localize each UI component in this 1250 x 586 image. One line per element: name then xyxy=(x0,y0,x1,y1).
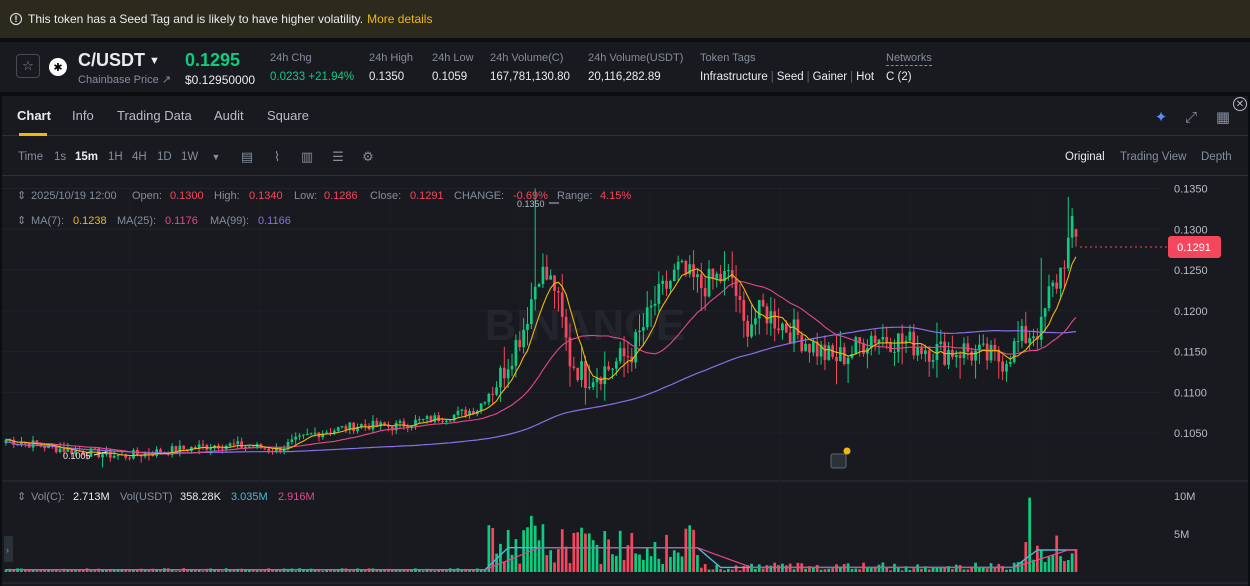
tag-gainer[interactable]: Gainer xyxy=(812,71,848,83)
tab-chart[interactable]: Chart xyxy=(17,108,51,123)
token-tags: Token Tags Infrastructure | Seed | Gainer | Ho… xyxy=(700,52,875,83)
view-original[interactable]: Original xyxy=(1065,151,1105,163)
tab-trading-data[interactable]: Trading Data xyxy=(117,108,192,123)
coin-sublabel[interactable]: Chainbase Price ↗ xyxy=(78,74,171,86)
ticker-header: ☆ ✱ C/USDT ▼ Chainbase Price ↗ 0.1295 $0.… xyxy=(0,42,1250,92)
interval-1w[interactable]: 1W xyxy=(181,151,199,163)
chart-settings-list-icon[interactable]: ☰ xyxy=(332,149,344,164)
layout-grid-icon[interactable]: ▦ xyxy=(1215,109,1231,126)
tag-seed[interactable]: Seed xyxy=(776,71,804,83)
chart-tabs: Chart Info Trading Data Audit Square ✦ ⤢… xyxy=(2,96,1248,136)
stat-24h-volume-usdt: 24h Volume(USDT) 20,116,282.89 xyxy=(588,52,684,83)
time-label[interactable]: Time xyxy=(18,151,44,163)
pair-selector[interactable]: C/USDT ▼ xyxy=(78,50,160,71)
coin-logo: ✱ xyxy=(49,58,67,76)
info-icon: ! xyxy=(10,13,22,25)
tab-info[interactable]: Info xyxy=(72,108,94,123)
view-trading-view[interactable]: Trading View xyxy=(1120,151,1187,163)
caret-down-icon: ▼ xyxy=(149,55,160,68)
interval-4h[interactable]: 4H xyxy=(132,151,147,163)
last-price: 0.1295 xyxy=(185,50,241,70)
volatility-banner: ! This token has a Seed Tag and is likel… xyxy=(0,0,1250,38)
candle-type-icon[interactable]: ▥ xyxy=(300,149,314,164)
interval-1d[interactable]: 1D xyxy=(157,151,172,163)
last-price-usd: $0.12950000 xyxy=(185,73,256,87)
calendar-icon[interactable]: ▤ xyxy=(240,149,254,164)
active-tab-indicator xyxy=(19,133,47,136)
more-details-link[interactable]: More details xyxy=(367,12,433,26)
interval-1s[interactable]: 1s xyxy=(54,151,67,163)
stat-24h-low: 24h Low 0.1059 xyxy=(432,52,474,83)
tab-audit[interactable]: Audit xyxy=(214,108,244,123)
tag-infrastructure[interactable]: Infrastructure xyxy=(700,71,768,83)
chart-panel: Chart Info Trading Data Audit Square ✦ ⤢… xyxy=(2,96,1248,586)
stat-24h-change: 24h Chg 0.0233 +21.94% xyxy=(270,52,355,83)
networks[interactable]: Networks C (2) xyxy=(886,52,932,83)
chart-toolbar: Time 1s 15m 1H 4H 1D 1W ▼ ▤ ⌇ ▥ ☰ ⚙ Orig… xyxy=(2,138,1248,176)
favorite-star-icon[interactable]: ☆ xyxy=(16,54,40,78)
expand-icon[interactable]: ⤢ xyxy=(1184,108,1197,126)
ai-sparkle-icon[interactable]: ✦ xyxy=(1154,109,1168,126)
indicator-icon[interactable]: ⌇ xyxy=(273,149,281,164)
stat-24h-high: 24h High 0.1350 xyxy=(369,52,414,83)
interval-15m[interactable]: 15m xyxy=(75,151,99,163)
interval-dropdown-icon[interactable]: ▼ xyxy=(211,152,221,162)
pair-name: C/USDT xyxy=(78,50,145,70)
interval-1h[interactable]: 1H xyxy=(108,151,123,163)
banner-text: This token has a Seed Tag and is likely … xyxy=(28,12,364,26)
view-depth[interactable]: Depth xyxy=(1201,151,1232,163)
close-icon[interactable]: ✕ xyxy=(1233,97,1247,111)
tab-square[interactable]: Square xyxy=(267,108,309,123)
stat-24h-volume-c: 24h Volume(C) 167,781,130.80 xyxy=(490,52,570,83)
gear-icon[interactable]: ⚙ xyxy=(362,149,374,164)
tag-hot[interactable]: Hot xyxy=(856,71,875,83)
